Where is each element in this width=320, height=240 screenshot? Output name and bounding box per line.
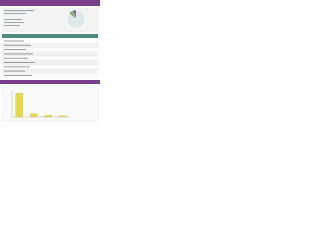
section-bar bbox=[0, 80, 100, 84]
page bbox=[0, 0, 100, 122]
table-rows bbox=[1, 38, 99, 78]
row-text bbox=[4, 66, 30, 68]
header-bar bbox=[0, 0, 100, 6]
table-row bbox=[1, 64, 99, 69]
row-text bbox=[4, 74, 32, 76]
row-text bbox=[4, 40, 24, 42]
table-row bbox=[1, 56, 99, 61]
row-text bbox=[4, 70, 25, 72]
table-header bbox=[2, 34, 98, 38]
row-text bbox=[4, 44, 31, 46]
bar bbox=[44, 115, 52, 118]
charts bbox=[11, 9, 86, 118]
row-text bbox=[4, 49, 26, 51]
bar bbox=[59, 115, 67, 118]
table-row bbox=[1, 68, 99, 74]
table-row bbox=[1, 38, 99, 44]
table-row bbox=[1, 51, 99, 57]
row-text bbox=[4, 53, 33, 55]
bar bbox=[30, 113, 38, 118]
table-row bbox=[1, 60, 99, 65]
row-text bbox=[4, 62, 35, 63]
table-row bbox=[1, 43, 99, 48]
row-text bbox=[4, 57, 28, 59]
panel-text-lines bbox=[4, 10, 34, 26]
bar bbox=[15, 93, 23, 118]
pie-slice bbox=[72, 9, 77, 20]
table-row bbox=[1, 73, 99, 78]
table-row bbox=[1, 47, 99, 52]
